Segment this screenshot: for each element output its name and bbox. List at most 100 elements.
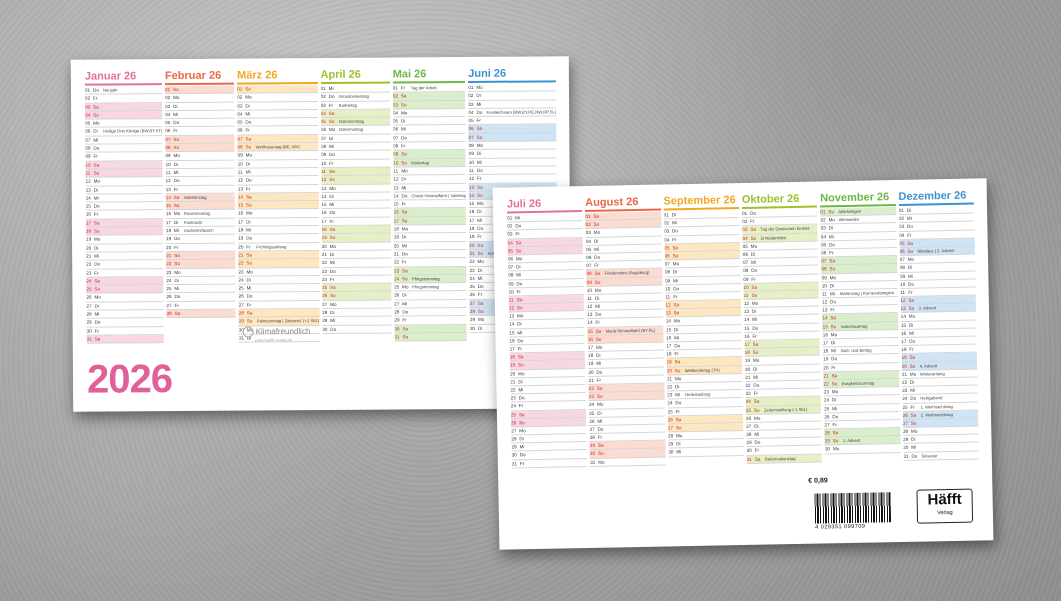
- weekday: Fr: [476, 176, 482, 182]
- holiday-note: [684, 325, 741, 333]
- day-number: 03: [742, 227, 748, 233]
- weekday: Mo: [674, 375, 682, 382]
- weekday: So: [909, 363, 916, 369]
- holiday-note: [921, 435, 978, 443]
- holiday-note: [257, 301, 319, 309]
- day-number: 10: [165, 161, 171, 167]
- day-number: 14: [665, 318, 671, 324]
- day-number: 08: [664, 269, 671, 275]
- weekday: Mo: [750, 243, 758, 249]
- day-number: 13: [587, 312, 593, 318]
- weekday: Fr: [402, 317, 407, 323]
- holiday-note: [255, 110, 317, 118]
- weekday: Mo: [477, 317, 485, 323]
- weekday: Di: [830, 340, 836, 346]
- holiday-note: [684, 349, 741, 357]
- weekday: Sa: [402, 326, 409, 332]
- holiday-note: Frühlingsanfang: [256, 243, 287, 250]
- day-number: 16: [238, 210, 244, 217]
- day-number: 28: [824, 430, 830, 436]
- day-number: 13: [900, 306, 906, 312]
- day-number: 20: [469, 242, 475, 248]
- weekday: So: [173, 203, 180, 209]
- weekday: Mo: [173, 211, 181, 217]
- day-number: 09: [664, 277, 671, 283]
- day-number: 03: [898, 224, 905, 230]
- day-number: 22: [321, 260, 327, 266]
- holiday-note: [682, 226, 739, 234]
- weekday: Mi: [401, 184, 407, 190]
- holiday-note: [105, 335, 164, 343]
- holiday-note: [183, 94, 234, 102]
- holiday-note: 2. Weihnachtstag: [920, 411, 953, 418]
- day-number: 20: [745, 366, 751, 372]
- day-number: 14: [321, 193, 327, 199]
- weekday: Mo: [476, 84, 483, 90]
- holiday-note: [918, 279, 975, 287]
- day-number: 19: [166, 236, 172, 242]
- holiday-note: [103, 94, 162, 102]
- weekday: Mi: [174, 286, 180, 292]
- weekday: Sa: [831, 372, 838, 379]
- weekday: Do: [516, 280, 523, 286]
- weekday: Mi: [907, 273, 913, 279]
- weekday: Do: [519, 452, 526, 458]
- day-number: 17: [238, 219, 244, 225]
- day-number: 18: [238, 227, 244, 233]
- day-number: 25: [394, 284, 400, 290]
- holiday-note: [412, 208, 467, 216]
- day-number: 18: [469, 225, 475, 232]
- day-number: 12: [237, 177, 243, 183]
- weekday: Di: [831, 397, 837, 403]
- holiday-note: [841, 330, 898, 338]
- weekday: Mi: [675, 392, 681, 398]
- holiday-note: [256, 218, 318, 226]
- holiday-note: [762, 290, 819, 298]
- weekday: Mo: [173, 95, 180, 101]
- day-number: 02: [320, 94, 326, 100]
- month-title: Oktober 26: [741, 192, 800, 206]
- holiday-note: Weltkindertag (TH): [684, 367, 720, 373]
- holiday-note: [411, 109, 466, 117]
- holiday-note: [487, 125, 557, 133]
- day-number: 19: [321, 235, 327, 241]
- holiday-note: Karfreitag: [338, 102, 357, 108]
- day-number: 10: [393, 160, 399, 166]
- holiday-note: Fronleichnam (BW,BY,HE,NW,RP,SL): [486, 109, 557, 115]
- day-number: 31: [86, 336, 92, 342]
- holiday-note: [339, 209, 390, 217]
- weekday: Sa: [476, 126, 483, 132]
- weekday: Fr: [246, 244, 251, 250]
- weekday: Do: [828, 241, 835, 248]
- holiday-note: [340, 267, 391, 275]
- holiday-note: [103, 152, 162, 160]
- weekday: Fr: [246, 302, 252, 308]
- day-number: 04: [237, 111, 243, 117]
- holiday-note: [920, 386, 977, 394]
- weekday: Mo: [246, 210, 253, 216]
- day-number: 09: [743, 276, 749, 282]
- day-number: 12: [743, 300, 749, 307]
- holiday-note: [684, 341, 741, 349]
- holiday-note: [683, 300, 740, 308]
- day-number: 28: [746, 431, 752, 438]
- day-row: 31 Do Silvester: [903, 451, 979, 461]
- day-number: 14: [900, 314, 906, 320]
- holiday-note: [921, 443, 978, 451]
- holiday-note: [528, 344, 585, 352]
- holiday-note: [526, 270, 583, 278]
- holiday-note: [340, 292, 391, 300]
- day-number: 19: [588, 361, 594, 367]
- holiday-note: [184, 177, 235, 185]
- weekday: Mi: [246, 285, 252, 291]
- weekday: Di: [246, 277, 251, 283]
- holiday-note: [529, 442, 586, 450]
- day-number: 02: [585, 222, 591, 228]
- weekday: Di: [476, 93, 481, 99]
- weekday: Sa: [93, 220, 100, 226]
- day-number: 07: [821, 258, 827, 264]
- holiday-note: [104, 186, 163, 194]
- day-number: 15: [665, 326, 672, 333]
- holiday-note: [257, 292, 319, 300]
- day-number: 26: [902, 412, 908, 418]
